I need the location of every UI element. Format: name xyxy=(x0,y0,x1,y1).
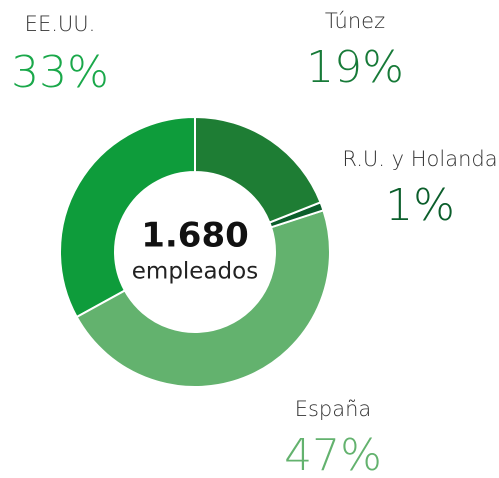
category-label: Túnez xyxy=(325,9,385,33)
value-label: 19% xyxy=(306,42,404,93)
value-label: 33% xyxy=(11,47,109,98)
donut-segment xyxy=(194,115,322,224)
total: 1.680 xyxy=(141,216,249,256)
value-label: 47% xyxy=(284,430,382,478)
category-label: España xyxy=(295,397,372,421)
donut-segment xyxy=(75,209,331,388)
donut-segment xyxy=(59,115,196,319)
category-label: R.U. y Holanda xyxy=(342,147,497,171)
category-label: EE.UU. xyxy=(25,12,96,36)
value-label: 1% xyxy=(385,180,455,231)
total-caption: empleados xyxy=(132,259,258,285)
